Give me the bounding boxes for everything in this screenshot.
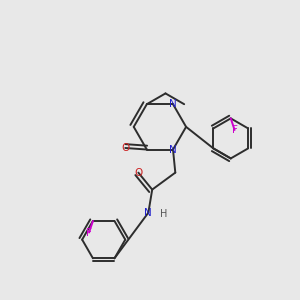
Text: H: H — [160, 209, 167, 219]
Text: N: N — [169, 99, 177, 109]
Text: F: F — [86, 227, 92, 238]
Text: O: O — [121, 143, 129, 153]
Text: N: N — [169, 145, 177, 154]
Text: N: N — [145, 208, 152, 218]
Text: O: O — [134, 168, 142, 178]
Text: F: F — [232, 125, 238, 135]
